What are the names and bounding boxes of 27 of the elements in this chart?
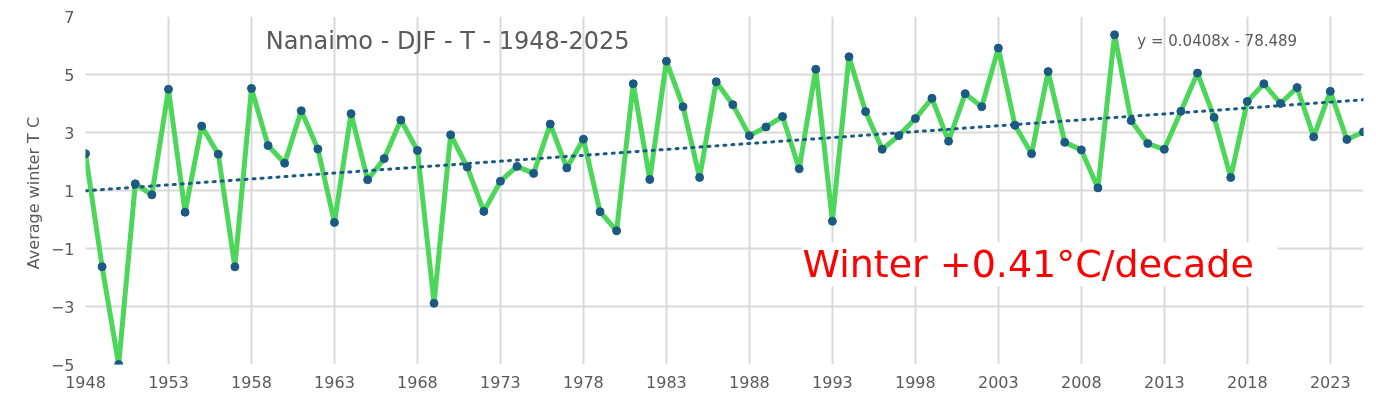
x-tick-label: 1973 xyxy=(480,372,521,392)
x-tick-label: 1963 xyxy=(314,372,355,392)
y-axis-title: Average winter T C xyxy=(23,116,43,270)
x-tick-label: 2018 xyxy=(1226,372,1268,392)
y-tick-label: −1 xyxy=(50,239,75,259)
y-tick-label: 3 xyxy=(64,123,75,143)
annotation: y = 0.0408x - 78.489 xyxy=(1137,32,1298,51)
y-tick-label: 5 xyxy=(64,65,75,85)
x-tick-label: 1978 xyxy=(563,372,604,392)
annotation: Winter +0.41°C/decade xyxy=(802,242,1254,287)
y-tick-label: 1 xyxy=(64,181,75,201)
y-tick-label: −3 xyxy=(50,297,75,317)
x-tick-label: 2023 xyxy=(1309,372,1351,392)
x-tick-label: 1988 xyxy=(729,372,770,392)
text: Nanaimo - DJF - T - 1948-2025 xyxy=(265,26,630,55)
x-tick-label: 1998 xyxy=(895,372,936,392)
x-tick-label: 1968 xyxy=(397,372,438,392)
x-tick-label: 1948 xyxy=(65,372,106,392)
x-tick-label: 1983 xyxy=(646,372,687,392)
y-tick-label: −5 xyxy=(50,355,75,375)
x-tick-label: 2013 xyxy=(1143,372,1185,392)
x-tick-label: 2003 xyxy=(978,372,1019,392)
x-tick-label: 1958 xyxy=(231,372,272,392)
x-tick-label: 1953 xyxy=(148,372,189,392)
y-tick-label: 7 xyxy=(64,7,75,27)
x-tick-label: 1993 xyxy=(812,372,853,392)
x-tick-label: 2008 xyxy=(1060,372,1102,392)
